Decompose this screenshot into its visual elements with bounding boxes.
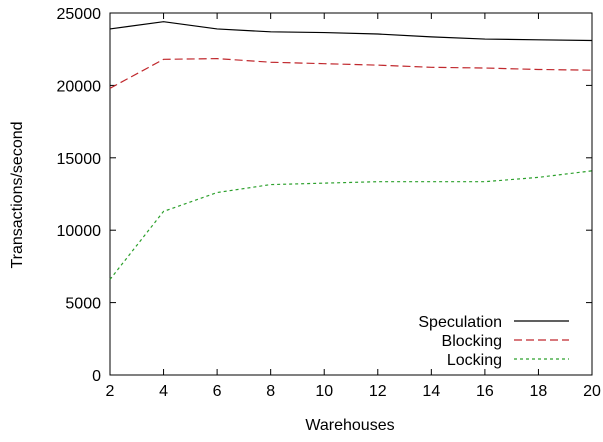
- x-tick-label: 6: [213, 383, 222, 400]
- axis-ticks: 2 4 6 8 10 12 14 16 18 20 0 5000 10000 15000 20000 2500…: [57, 6, 602, 400]
- x-tick-label: 8: [266, 383, 275, 400]
- x-tick-label: 10: [315, 383, 333, 400]
- x-tick-label: 12: [369, 383, 387, 400]
- series-lines: [109, 21, 593, 280]
- y-axis-label: Transactions/second: [9, 121, 26, 268]
- x-tick-label: 20: [583, 383, 601, 400]
- x-tick-label: 14: [422, 383, 440, 400]
- x-tick-label: 4: [159, 383, 168, 400]
- series-line-locking: [109, 170, 593, 280]
- y-tick-label: 5000: [65, 296, 101, 313]
- plot-frame: [109, 12, 593, 376]
- y-tick-label: 10000: [57, 223, 102, 240]
- y-tick-label: 20000: [57, 78, 102, 95]
- x-tick-label: 16: [476, 383, 494, 400]
- plot-border: [109, 12, 593, 376]
- legend: Speculation Blocking Locking: [418, 314, 569, 369]
- x-axis-label: Warehouses: [305, 417, 394, 434]
- y-tick-label: 0: [92, 368, 101, 385]
- y-tick-label: 15000: [57, 151, 102, 168]
- legend-label-blocking: Blocking: [442, 333, 502, 350]
- x-tick-label: 18: [530, 383, 548, 400]
- x-tick-label: 2: [106, 383, 115, 400]
- legend-label-speculation: Speculation: [418, 314, 502, 331]
- y-tick-label: 25000: [57, 6, 102, 23]
- series-line-blocking: [109, 58, 593, 89]
- legend-label-locking: Locking: [447, 352, 502, 369]
- series-line-speculation: [109, 21, 593, 42]
